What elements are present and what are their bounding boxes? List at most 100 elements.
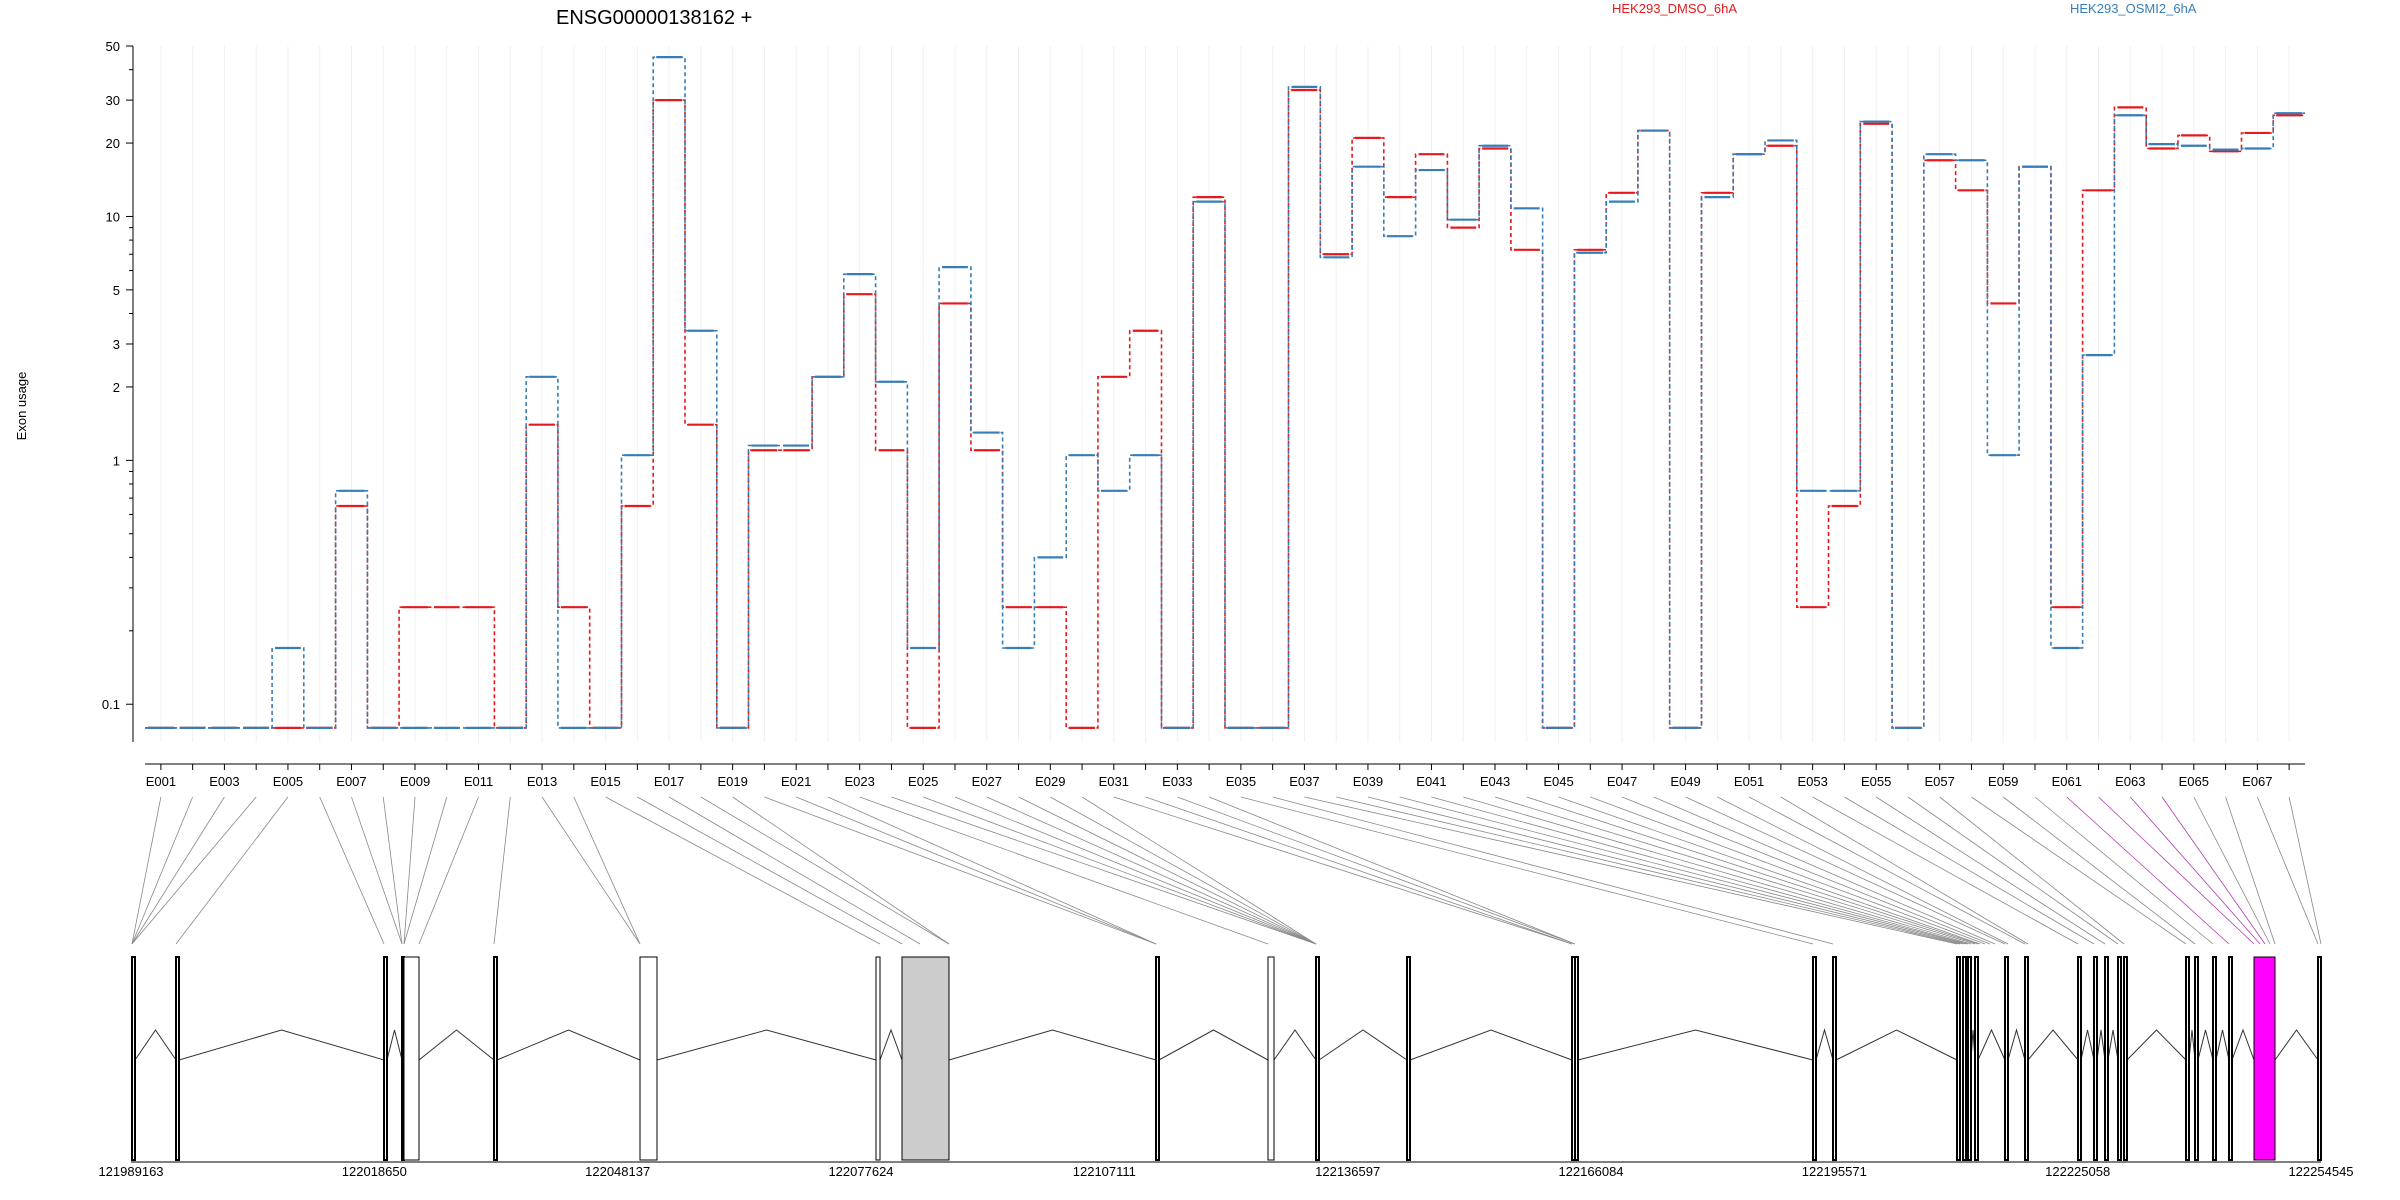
exon-box: [2123, 956, 2128, 1161]
intron-line: [496, 1029, 641, 1061]
connector-line: [796, 796, 1157, 945]
x-tick-label: E051: [1734, 774, 1764, 789]
connector-line: [1685, 796, 2006, 945]
connector-line: [1653, 796, 1996, 945]
gene-model-track: 121989163 122018650 122048137 122077624 1221…: [98, 956, 2354, 1179]
y-tick-label: 3: [113, 337, 120, 352]
connector-line: [573, 796, 641, 945]
intron-line: [1835, 1029, 1958, 1061]
connector-line: [2193, 796, 2271, 945]
axes: 0.1 1 2 3 5 10 20 30 50 E001 E003 E005 E007 E009 E011 E…: [102, 39, 2305, 789]
genomic-tick-label: 122048137: [585, 1164, 650, 1179]
exon-box: [2104, 956, 2109, 1161]
exon-box: [1967, 956, 1972, 1161]
x-tick-label: E001: [146, 774, 176, 789]
x-tick-label: E015: [590, 774, 620, 789]
exon-box: [2024, 956, 2029, 1161]
genomic-tick-label: 122195571: [1802, 1164, 1867, 1179]
x-tick-label: E067: [2242, 774, 2272, 789]
connector-line: [175, 796, 289, 945]
connector-line: [668, 796, 921, 945]
x-tick-label: E035: [1226, 774, 1256, 789]
connector-line: [541, 796, 641, 945]
genomic-tick-label: 122136597: [1315, 1164, 1380, 1179]
connector-line: [605, 796, 881, 945]
exon-box: [2253, 956, 2276, 1161]
connector-line: [403, 796, 416, 945]
genomic-tick-label: 122166084: [1558, 1164, 1623, 1179]
genomic-tick-label: 122225058: [2045, 1164, 2110, 1179]
x-tick-label: E003: [209, 774, 239, 789]
connector-line: [1177, 796, 1576, 945]
connector-line: [986, 796, 1317, 945]
intron-line: [2007, 1028, 2026, 1061]
genomic-tick-label: 122254545: [2288, 1164, 2353, 1179]
exon-box: [2194, 956, 2199, 1161]
connector-line: [1526, 796, 1979, 945]
intron-line: [2215, 1029, 2230, 1061]
connector-line: [1971, 796, 2187, 945]
connector-line: [351, 796, 403, 945]
connector-line: [700, 796, 950, 945]
intron-line: [1273, 1029, 1317, 1061]
exon-box: [383, 956, 388, 1161]
intron-line: [2197, 1029, 2214, 1061]
x-tick-label: E059: [1988, 774, 2018, 789]
connector-line: [2002, 796, 2196, 945]
connector-line: [1812, 796, 2079, 945]
connector-line: [1780, 796, 2029, 945]
exon-box: [639, 956, 658, 1161]
x-tick-label: E047: [1607, 774, 1637, 789]
exon-box: [1812, 956, 1817, 1161]
x-tick-label: E011: [464, 774, 493, 789]
connector-line: [1145, 796, 1573, 945]
connector-line: [1621, 796, 1991, 945]
exon-box: [2317, 956, 2322, 1161]
connector-line: [827, 796, 1157, 945]
y-tick-label: 50: [106, 39, 120, 54]
intron-line: [1815, 1028, 1834, 1061]
x-tick-label: E043: [1480, 774, 1510, 789]
exon-box: [131, 956, 136, 1161]
x-tick-label: E055: [1861, 774, 1891, 789]
intron-line: [2080, 1029, 2095, 1061]
exon-box: [901, 956, 950, 1161]
exon-box: [1155, 956, 1160, 1161]
connector-line: [1304, 796, 1958, 945]
connector-line: [1494, 796, 1976, 945]
connector-line: [131, 796, 225, 945]
connector-line: [1050, 796, 1317, 945]
intron-line: [948, 1029, 1157, 1061]
connector-line: [319, 796, 385, 945]
x-tick-label: E037: [1289, 774, 1319, 789]
x-tick-label: E021: [781, 774, 811, 789]
x-tick-label: E033: [1162, 774, 1192, 789]
connector-line: [418, 796, 479, 945]
connector-line: [382, 796, 403, 945]
connector-line: [1336, 796, 1961, 945]
connector-line: [2098, 796, 2255, 945]
vertical-grid: [160, 46, 2290, 742]
intron-line: [1318, 1029, 1408, 1061]
connector-line: [954, 796, 1317, 945]
series-line-osmi2: [145, 56, 2305, 729]
connector-line: [1113, 796, 1573, 945]
connector-line: [1748, 796, 2026, 945]
intron-line: [2274, 1029, 2319, 1061]
x-tick-label: E045: [1543, 774, 1573, 789]
intron-line: [2027, 1029, 2079, 1061]
intron-line: [1409, 1029, 1573, 1061]
exon-box: [2004, 956, 2009, 1161]
connector-line: [131, 796, 194, 945]
genomic-tick-label: 122077624: [828, 1164, 893, 1179]
exon-box: [875, 956, 881, 1161]
connector-line: [1939, 796, 2125, 945]
intron-line: [1977, 1028, 2006, 1061]
exon-box: [1962, 956, 1967, 1161]
x-tick-label: E027: [972, 774, 1002, 789]
connector-line: [2256, 796, 2319, 945]
intron-line: [1158, 1029, 1269, 1061]
exon-box: [1956, 956, 1961, 1161]
exon-box: [1315, 956, 1320, 1161]
